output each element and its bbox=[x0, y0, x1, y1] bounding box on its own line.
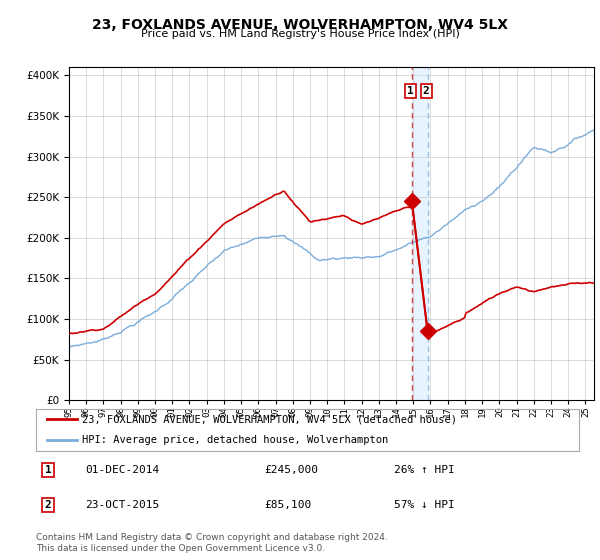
Text: 57% ↓ HPI: 57% ↓ HPI bbox=[394, 500, 455, 510]
Text: 2: 2 bbox=[44, 500, 52, 510]
Bar bbox=[412, 67, 428, 400]
Text: Contains HM Land Registry data © Crown copyright and database right 2024.
This d: Contains HM Land Registry data © Crown c… bbox=[36, 533, 388, 553]
Text: 01-DEC-2014: 01-DEC-2014 bbox=[85, 465, 159, 475]
Text: 1: 1 bbox=[44, 465, 52, 475]
Text: Price paid vs. HM Land Registry's House Price Index (HPI): Price paid vs. HM Land Registry's House … bbox=[140, 29, 460, 39]
Text: 23-OCT-2015: 23-OCT-2015 bbox=[85, 500, 159, 510]
Text: 23, FOXLANDS AVENUE, WOLVERHAMPTON, WV4 5LX (detached house): 23, FOXLANDS AVENUE, WOLVERHAMPTON, WV4 … bbox=[82, 414, 457, 424]
Text: 23, FOXLANDS AVENUE, WOLVERHAMPTON, WV4 5LX: 23, FOXLANDS AVENUE, WOLVERHAMPTON, WV4 … bbox=[92, 18, 508, 32]
Text: HPI: Average price, detached house, Wolverhampton: HPI: Average price, detached house, Wolv… bbox=[82, 435, 388, 445]
Text: 1: 1 bbox=[407, 86, 414, 96]
Text: £85,100: £85,100 bbox=[264, 500, 311, 510]
Text: 2: 2 bbox=[423, 86, 430, 96]
Text: 26% ↑ HPI: 26% ↑ HPI bbox=[394, 465, 455, 475]
Text: £245,000: £245,000 bbox=[264, 465, 318, 475]
